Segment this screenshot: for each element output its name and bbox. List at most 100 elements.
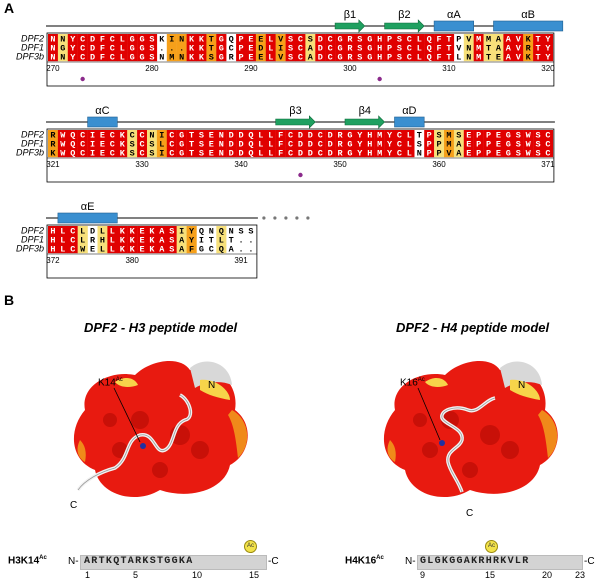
alignment-cell — [513, 139, 524, 149]
alignment-cell — [166, 244, 177, 254]
alignment-frame — [46, 224, 258, 279]
alignment-cell — [206, 43, 217, 53]
alignment-cell — [48, 34, 59, 44]
alignment-residue: S — [456, 131, 461, 141]
alignment-cell — [127, 244, 138, 254]
alignment-residue: C — [139, 131, 144, 141]
alignment-cell — [305, 130, 316, 140]
alignment-residue: G — [219, 53, 224, 63]
alignment-cell — [364, 139, 375, 149]
alignment-cell — [226, 148, 237, 158]
alignment-cell — [483, 139, 494, 149]
alignment-residue: . — [238, 245, 243, 255]
alignment-cell — [434, 43, 445, 53]
alignment-residue: T — [535, 53, 540, 63]
alignment-cell — [374, 43, 385, 53]
alignment-cell — [97, 148, 108, 158]
alignment-cell — [285, 139, 296, 149]
alignment-residue: L — [268, 53, 273, 63]
alignment-cell — [424, 43, 435, 53]
alignment-residue: Q — [248, 149, 253, 159]
alignment-residue: A — [159, 227, 165, 237]
alignment-cell — [394, 139, 405, 149]
alignment-residue: S — [308, 35, 313, 45]
alignment-cell — [166, 52, 177, 62]
alignment-cell — [77, 139, 88, 149]
alignment-cell — [117, 244, 128, 254]
alignment-residue: E — [100, 140, 105, 150]
alignment-residue: C — [209, 245, 214, 255]
alignment-residue: G — [179, 140, 184, 150]
alignment-residue: C — [328, 35, 333, 45]
alignment-cell — [414, 43, 425, 53]
alignment-cell — [87, 139, 98, 149]
alignment-cell — [453, 139, 464, 149]
alignment-residue: A — [229, 245, 235, 255]
alignment-residue: I — [278, 44, 283, 54]
alignment-cell — [374, 34, 385, 44]
alignment-residue: Y — [189, 227, 195, 237]
alignment-cell — [196, 130, 207, 140]
alignment-residue: S — [169, 245, 174, 255]
alignment-cell — [285, 130, 296, 140]
alignment-residue: F — [278, 140, 283, 150]
alignment-cell — [117, 52, 128, 62]
alignment-cell — [67, 244, 78, 254]
alignment-cell — [57, 34, 68, 44]
alignment-residue: C — [407, 44, 412, 54]
alignment-residue: S — [209, 53, 214, 63]
alignment-residue: C — [318, 149, 323, 159]
alignment-cell — [196, 34, 207, 44]
alignment-residue: V — [278, 35, 284, 45]
alignment-residue: . — [238, 236, 243, 246]
trailing-dot — [295, 216, 299, 220]
alignment-residue: C — [298, 35, 303, 45]
alignment-residue: A — [496, 35, 502, 45]
alignment-residue: Q — [219, 245, 224, 255]
alignment-cell — [265, 139, 276, 149]
alignment-residue: E — [496, 140, 501, 150]
alignment-cell — [156, 139, 167, 149]
alignment-frame — [46, 128, 555, 183]
alignment-cell — [48, 244, 59, 254]
alignment-residue: W — [526, 131, 532, 141]
alignment-cell — [444, 148, 455, 158]
alignment-cell — [87, 34, 98, 44]
residue-number: 371 — [541, 160, 555, 169]
alignment-residue: G — [337, 35, 342, 45]
alignment-residue: A — [308, 44, 314, 54]
alignment-residue: G — [219, 35, 224, 45]
alignment-residue: T — [209, 44, 214, 54]
alignment-residue: C — [397, 149, 402, 159]
alignment-residue: L — [60, 227, 65, 237]
alignment-residue: E — [466, 140, 471, 150]
alignment-residue: F — [100, 44, 105, 54]
alignment-residue: N — [60, 35, 65, 45]
alignment-cell — [107, 244, 118, 254]
alignment-cell — [315, 148, 326, 158]
alignment-residue: C — [288, 149, 293, 159]
alignment-cell — [127, 34, 138, 44]
alignment-residue: Q — [70, 149, 75, 159]
alignment-residue: C — [169, 140, 174, 150]
alignment-residue: Q — [229, 35, 234, 45]
alignment-residue: S — [149, 149, 154, 159]
alignment-residue: L — [268, 140, 273, 150]
alignment-residue: A — [506, 35, 512, 45]
alignment-residue: C — [545, 149, 550, 159]
alignment-residue: G — [367, 35, 372, 45]
alignment-cell — [384, 148, 395, 158]
alignment-residue: K — [189, 53, 195, 63]
alignment-cell — [87, 43, 98, 53]
alignment-residue: G — [179, 131, 184, 141]
alignment-cell — [147, 235, 158, 245]
alignment-cell — [246, 52, 257, 62]
alignment-cell — [48, 130, 59, 140]
alignment-residue: I — [90, 131, 95, 141]
alignment-cell — [503, 43, 514, 53]
alignment-cell — [374, 52, 385, 62]
alignment-residue: V — [456, 44, 462, 54]
alignment-cell — [335, 34, 346, 44]
alignment-cell — [305, 43, 316, 53]
alignment-cell — [48, 52, 59, 62]
